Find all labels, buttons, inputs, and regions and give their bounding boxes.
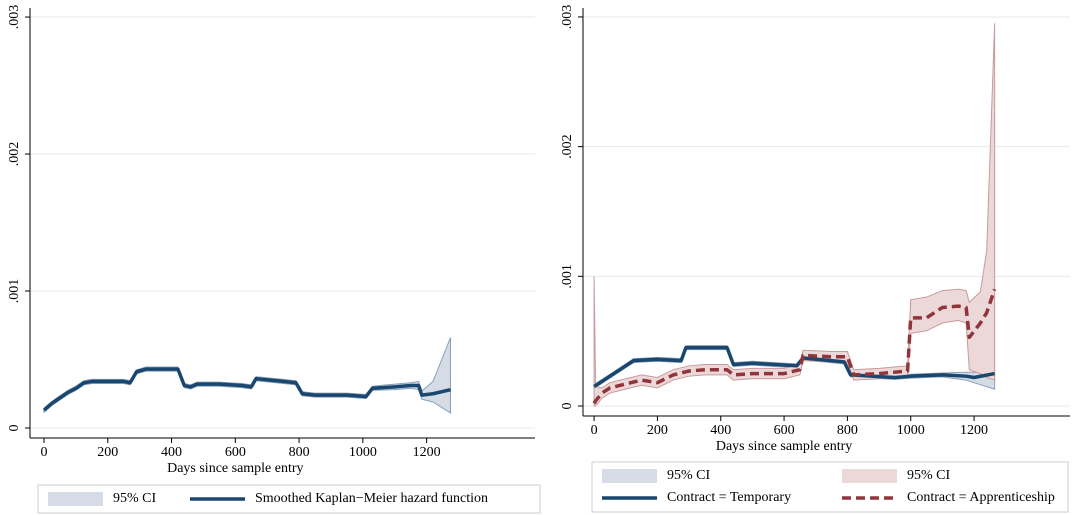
legend-box bbox=[591, 461, 1069, 513]
legend-swatch bbox=[48, 492, 103, 506]
legend-swatch bbox=[602, 469, 657, 483]
x-tick-label: 1000 bbox=[897, 423, 925, 438]
y-tick-label: .001 bbox=[560, 264, 575, 289]
y-tick-label: .001 bbox=[7, 279, 22, 304]
y-tick-label: .002 bbox=[7, 142, 22, 167]
legend-box bbox=[37, 484, 541, 514]
hazard-line bbox=[593, 345, 995, 389]
x-tick-label: 0 bbox=[591, 423, 598, 438]
x-tick-label: 600 bbox=[774, 423, 795, 438]
hazard-line bbox=[592, 288, 997, 405]
x-axis-title: Days since sample entry bbox=[716, 439, 852, 454]
x-axis-title: Days since sample entry bbox=[167, 461, 303, 476]
ci-band bbox=[43, 337, 452, 414]
y-tick-label: 0 bbox=[7, 425, 22, 432]
legend-swatch bbox=[842, 469, 897, 483]
legend-label: Smoothed Kaplan−Meier hazard function bbox=[255, 491, 488, 506]
x-tick-label: 1200 bbox=[960, 423, 988, 438]
y-tick-label: .002 bbox=[560, 134, 575, 159]
x-tick-label: 800 bbox=[289, 445, 310, 460]
x-tick-label: 200 bbox=[97, 445, 118, 460]
x-tick-label: 400 bbox=[161, 445, 182, 460]
x-tick-label: 600 bbox=[225, 445, 246, 460]
legend-label: 95% CI bbox=[113, 491, 157, 506]
y-tick-label: .003 bbox=[7, 5, 22, 30]
legend-label: 95% CI bbox=[667, 468, 711, 483]
legend-label: 95% CI bbox=[907, 468, 951, 483]
ci-band bbox=[593, 23, 996, 407]
x-tick-label: 1000 bbox=[349, 445, 377, 460]
y-tick-label: .003 bbox=[560, 5, 575, 30]
legend-label: Contract = Apprenticeship bbox=[907, 490, 1055, 505]
hazard-line bbox=[42, 367, 451, 412]
x-tick-label: 1200 bbox=[413, 445, 441, 460]
x-tick-label: 400 bbox=[710, 423, 731, 438]
x-tick-label: 800 bbox=[837, 423, 858, 438]
y-tick-label: 0 bbox=[560, 403, 575, 410]
x-tick-label: 200 bbox=[647, 423, 668, 438]
x-tick-label: 0 bbox=[41, 445, 48, 460]
legend-label: Contract = Temporary bbox=[667, 490, 791, 505]
